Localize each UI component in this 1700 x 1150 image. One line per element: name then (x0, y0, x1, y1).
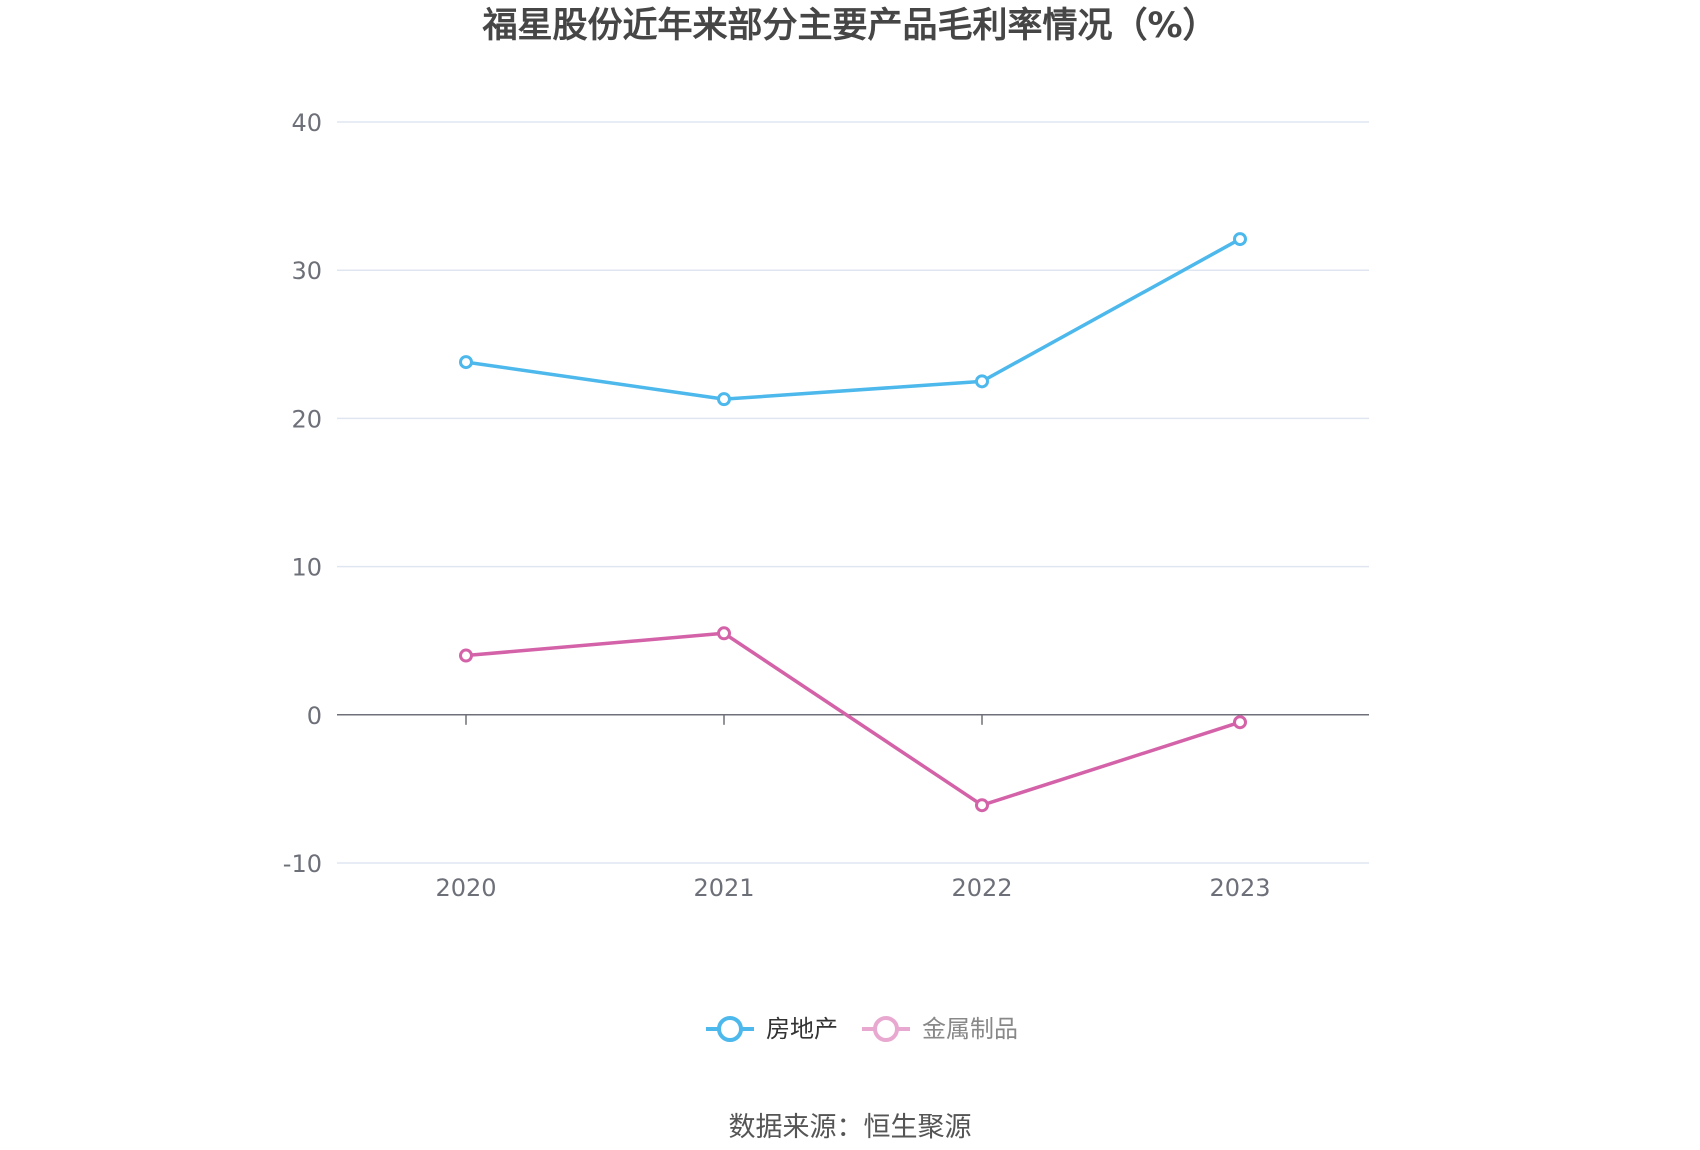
legend-item-metal-products[interactable]: 金属制品 (862, 1015, 1018, 1043)
x-tick-label: 2021 (693, 874, 754, 902)
x-tick-label: 2020 (435, 874, 496, 902)
gridlines (337, 121, 1369, 864)
data-point[interactable] (459, 648, 473, 663)
x-axis-tick-labels: 2020 2021 2022 2023 (435, 874, 1270, 902)
data-point[interactable] (1233, 232, 1247, 247)
data-point[interactable] (1233, 715, 1247, 730)
data-point[interactable] (459, 355, 473, 370)
source-note: 数据来源：恒生聚源 (729, 1112, 972, 1143)
legend-marker-metal-products (873, 1016, 899, 1042)
legend-label-real-estate: 房地产 (766, 1015, 838, 1043)
y-axis-tick-labels: 40 30 20 10 0 -10 (283, 109, 322, 878)
y-tick-label: 40 (291, 109, 322, 137)
y-tick-label: -10 (283, 850, 322, 878)
y-tick-label: 30 (291, 257, 322, 285)
data-point[interactable] (717, 626, 731, 641)
x-tick-label: 2022 (951, 874, 1012, 902)
y-tick-label: 10 (291, 554, 322, 582)
legend-item-real-estate[interactable]: 房地产 (706, 1015, 838, 1043)
data-point[interactable] (975, 374, 989, 389)
x-tick-label: 2023 (1209, 874, 1270, 902)
legend-label-metal-products: 金属制品 (922, 1015, 1018, 1043)
data-point[interactable] (717, 392, 731, 407)
series-line-0 (465, 237, 1241, 401)
series-points (459, 232, 1247, 813)
chart-title: 福星股份近年来部分主要产品毛利率情况（%） (481, 6, 1217, 46)
series-lines (465, 237, 1241, 807)
data-point[interactable] (975, 798, 989, 813)
series-line-1 (465, 631, 1241, 807)
legend-marker-real-estate (717, 1016, 743, 1042)
y-tick-label: 20 (291, 405, 322, 433)
legend: 房地产 金属制品 (706, 1015, 1018, 1043)
y-tick-label: 0 (307, 702, 322, 730)
